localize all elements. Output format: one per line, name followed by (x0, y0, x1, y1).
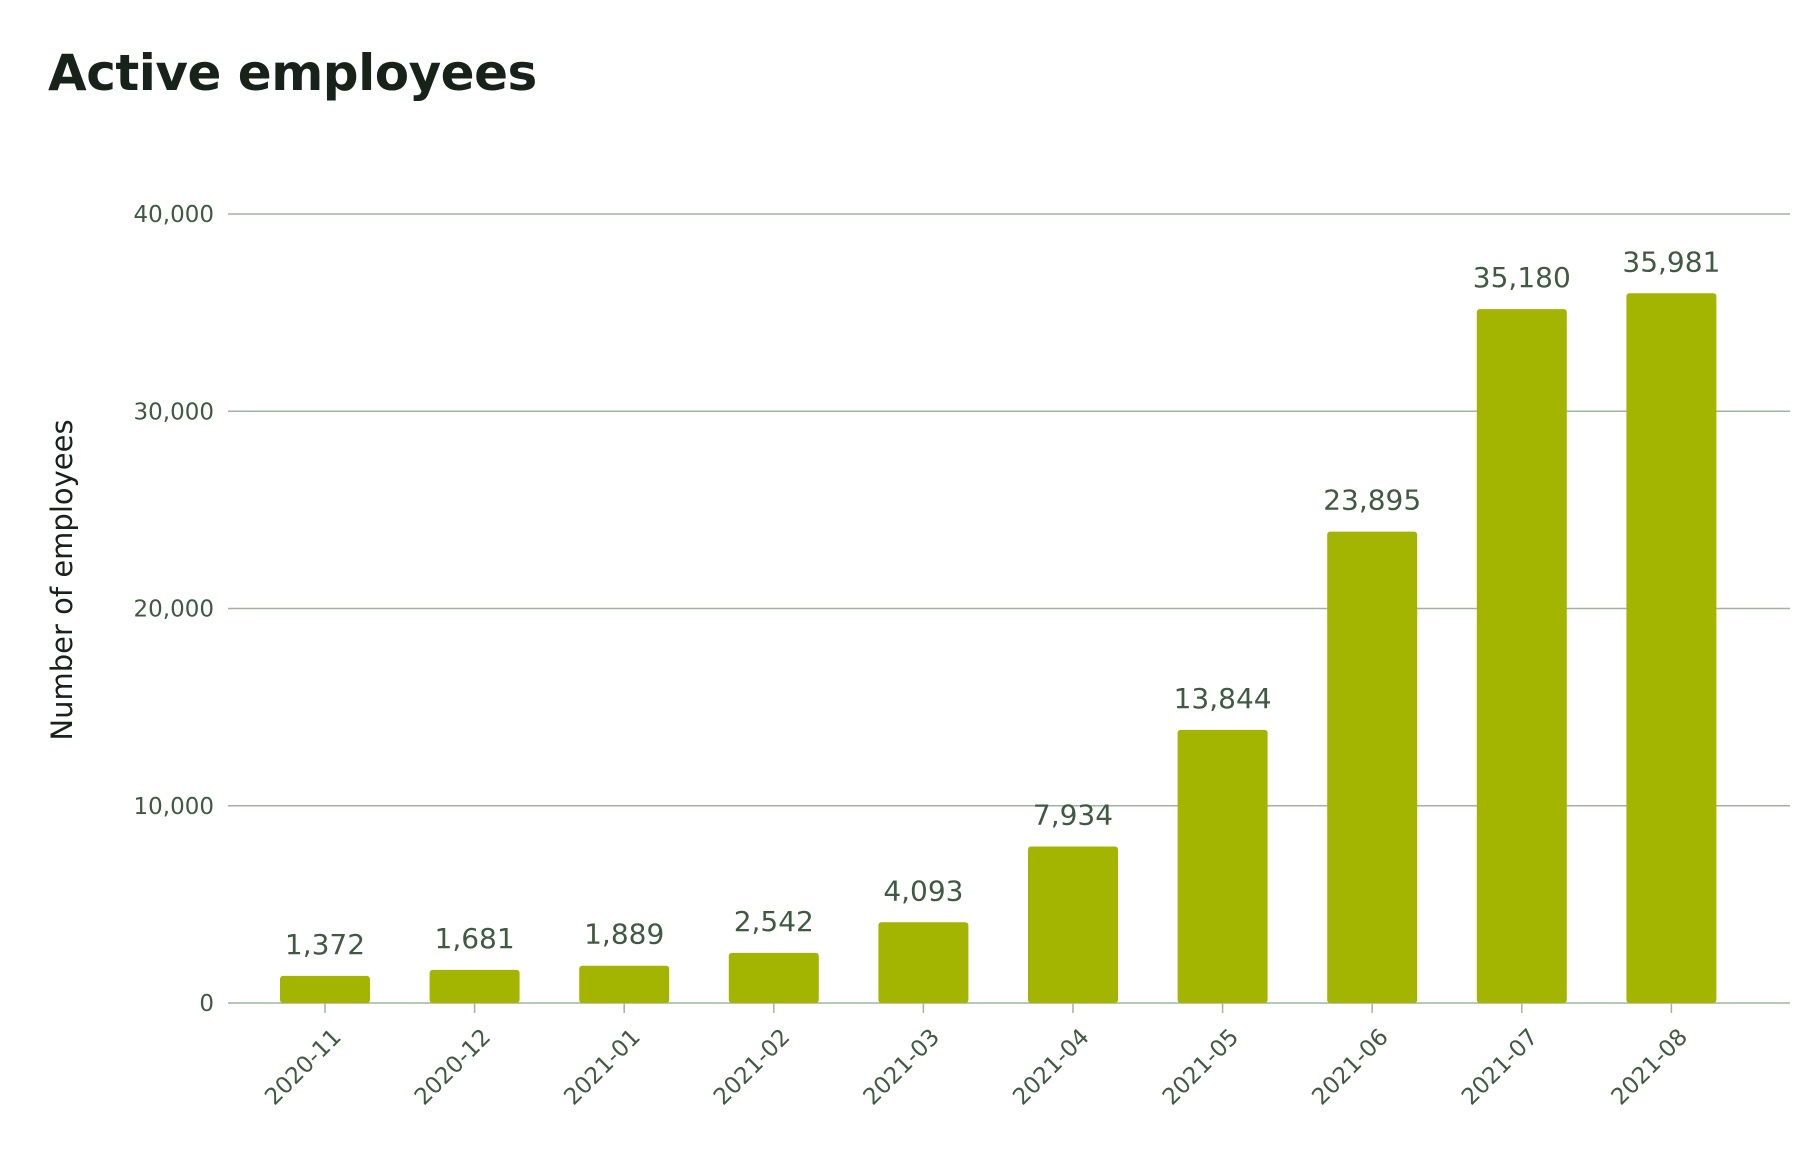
y-tick-label: 10,000 (134, 794, 214, 820)
x-tick-label: 2021-07 (1457, 1024, 1543, 1110)
bar-2021-07 (1476, 309, 1567, 1004)
bar-2021-01 (579, 965, 670, 1003)
y-tick-label: 40,000 (134, 202, 214, 228)
y-tick-label: 30,000 (134, 399, 214, 425)
value-label: 1,889 (584, 918, 664, 951)
x-tick-label: 2021-05 (1158, 1024, 1244, 1110)
bar-2021-05 (1177, 729, 1268, 1003)
chart-title: Active employees (48, 44, 537, 102)
bars (280, 293, 1717, 1004)
x-tick-label: 2021-02 (709, 1024, 795, 1110)
value-label: 35,981 (1622, 245, 1720, 278)
bar-2021-04 (1028, 846, 1118, 1003)
bar-2020-12 (429, 969, 520, 1003)
y-axis-title: Number of employees (45, 419, 79, 740)
x-tick-label: 2021-01 (559, 1024, 645, 1110)
bar-2021-03 (878, 922, 969, 1003)
value-label: 1,681 (435, 922, 515, 955)
bar-2021-02 (728, 952, 819, 1003)
bar-2021-06 (1327, 531, 1418, 1003)
x-tick-label: 2020-11 (260, 1024, 346, 1110)
value-label: 23,895 (1323, 484, 1421, 517)
x-axis-ticks: 2020-11 2020-12 2021-01 2021-02 2021-03 2021-… (260, 1003, 1693, 1111)
x-tick-label: 2021-04 (1008, 1024, 1094, 1110)
value-labels: 1,372 1,681 1,889 2,542 4,093 7,934 13,844 23,8… (285, 245, 1720, 961)
y-tick-label: 0 (199, 991, 214, 1017)
bar-2020-11 (280, 975, 370, 1003)
value-label: 4,093 (883, 874, 963, 907)
value-label: 35,180 (1473, 261, 1571, 294)
value-label: 2,542 (734, 905, 814, 938)
y-axis-ticks: 0 10,000 20,000 30,000 40,000 (134, 202, 214, 1017)
x-tick-label: 2021-03 (859, 1024, 945, 1110)
value-label: 7,934 (1033, 799, 1113, 832)
x-tick-label: 2021-08 (1607, 1024, 1693, 1110)
bar-2021-08 (1626, 293, 1717, 1003)
value-label: 1,372 (285, 928, 365, 961)
x-tick-label: 2021-06 (1307, 1024, 1393, 1110)
x-tick-label: 2020-12 (410, 1024, 496, 1110)
y-tick-label: 20,000 (134, 597, 214, 623)
value-label: 13,844 (1174, 682, 1272, 715)
